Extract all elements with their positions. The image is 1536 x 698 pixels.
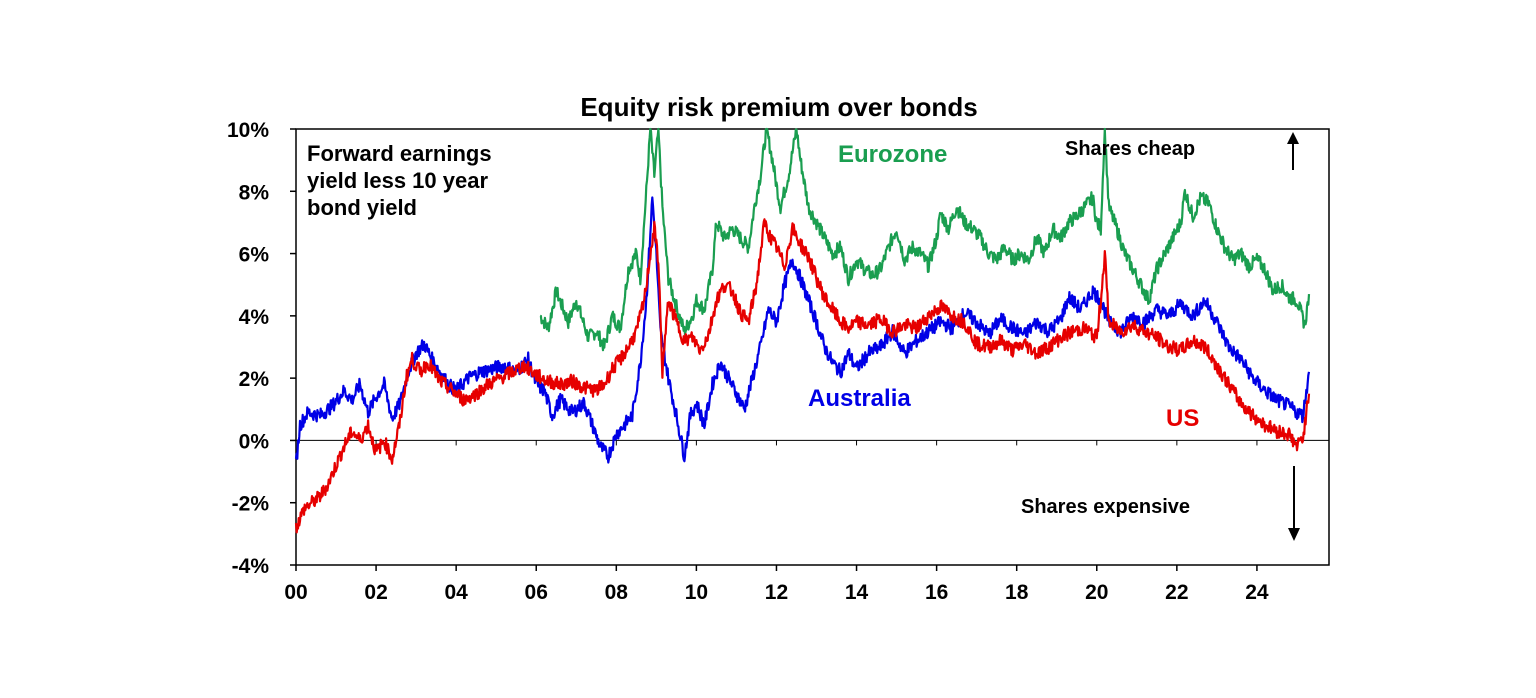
series-label-australia: Australia [808,385,911,412]
y-tick-label: 8% [239,181,270,204]
plot-area [295,128,1330,566]
y-tick-label: -2% [232,493,270,516]
series-label-eurozone: Eurozone [838,141,947,168]
y-tick-label: 4% [239,306,270,329]
x-tick-label: 04 [444,581,468,604]
down-arrow-icon [1288,466,1300,541]
description-line-2: yield less 10 year [307,168,488,193]
y-tick-label: 10% [227,119,269,142]
y-tick-label: -4% [232,555,270,578]
series-line-eurozone [539,127,1311,352]
x-tick-label: 12 [765,581,788,604]
y-axis: -4% -2% 0% 2% 4% 6% 8% 10% [227,119,296,578]
description-annotation: Forward earnings yield less 10 year bond… [307,141,492,220]
x-tick-label: 02 [364,581,387,604]
y-tick-label: 6% [239,244,270,267]
x-tick-label: 14 [845,581,869,604]
x-tick-label: 24 [1245,581,1269,604]
series-label-us: US [1166,405,1199,432]
x-tick-label: 00 [284,581,307,604]
description-line-3: bond yield [307,195,417,220]
x-tick-label: 22 [1165,581,1188,604]
x-axis: 00 02 04 06 08 10 12 14 16 18 20 22 24 [284,440,1269,604]
series-line-australia [294,196,1311,464]
description-line-1: Forward earnings [307,141,492,166]
chart-title: Equity risk premium over bonds [580,92,977,122]
series-lines [294,127,1311,534]
x-tick-label: 16 [925,581,948,604]
y-tick-label: 2% [239,368,270,391]
x-tick-label: 18 [1005,581,1029,604]
x-tick-label: 20 [1085,581,1108,604]
x-tick-label: 06 [525,581,548,604]
x-tick-label: 10 [685,581,708,604]
series-line-us [294,218,1311,534]
shares-cheap-label: Shares cheap [1065,138,1195,160]
x-tick-label: 08 [605,581,629,604]
up-arrow-icon [1287,132,1299,170]
shares-expensive-label: Shares expensive [1021,496,1190,518]
y-tick-label: 0% [239,430,270,453]
